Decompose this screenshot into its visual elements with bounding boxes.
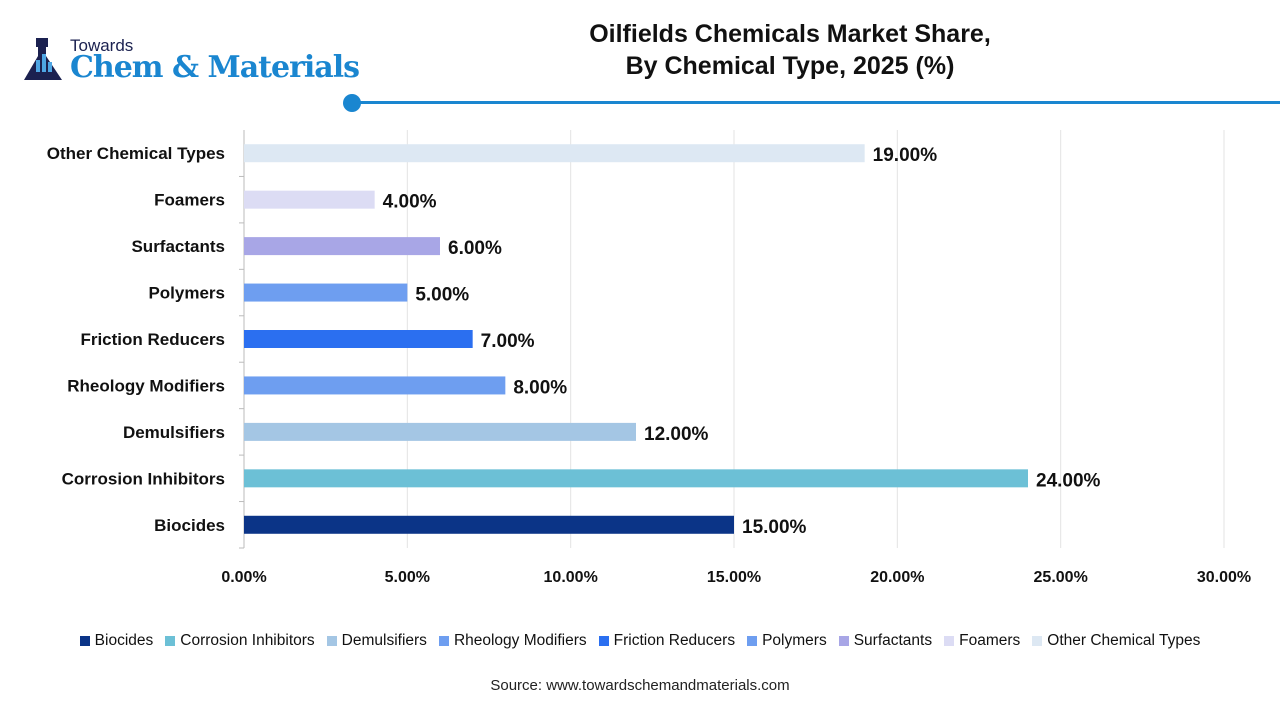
legend-label: Biocides <box>94 632 154 649</box>
legend-swatch <box>79 636 90 646</box>
legend-item: Rheology Modifiers <box>438 632 587 650</box>
logo-text-brand: Chem & Materials <box>70 50 360 85</box>
bar-polymers <box>244 283 408 302</box>
legend-swatch <box>944 636 955 646</box>
data-label: 5.00% <box>415 285 469 306</box>
x-tick-label: 15.00% <box>707 569 761 586</box>
bar-corrosion-inhibitors <box>244 469 1028 488</box>
legend-swatch <box>747 636 758 646</box>
data-label: 19.00% <box>873 145 938 166</box>
data-label: 7.00% <box>481 331 535 352</box>
legend-swatch <box>838 636 849 646</box>
chart-title: Oilfields Chemicals Market Share, By Che… <box>470 18 1110 82</box>
bar-surfactants <box>244 237 440 256</box>
legend-item: Corrosion Inhibitors <box>165 632 315 650</box>
data-label: 4.00% <box>383 192 437 213</box>
legend-label: Other Chemical Types <box>1047 632 1201 649</box>
y-tick-label: Corrosion Inhibitors <box>62 469 225 488</box>
x-tick-label: 30.00% <box>1197 569 1251 586</box>
legend-item: Demulsifiers <box>326 632 427 650</box>
source-text: Source: www.towardschemandmaterials.com <box>490 677 790 694</box>
legend-label: Demulsifiers <box>341 632 427 649</box>
data-label: 6.00% <box>448 238 502 259</box>
data-label: 12.00% <box>644 424 709 445</box>
logo-text-towards: Towards <box>70 36 134 55</box>
legend: Biocides Corrosion Inhibitors Demulsifiers… <box>0 632 1280 650</box>
legend-swatch <box>438 636 449 646</box>
legend-item: Other Chemical Types <box>1032 632 1200 650</box>
data-label: 15.00% <box>742 517 807 538</box>
legend-item: Friction Reducers <box>598 632 736 650</box>
legend-label: Polymers <box>762 632 827 649</box>
y-tick-label: Biocides <box>154 516 225 535</box>
x-tick-label: 20.00% <box>870 569 924 586</box>
bar-foamers <box>244 190 375 209</box>
bar-demulsifiers <box>244 422 636 441</box>
legend-item: Foamers <box>944 632 1020 650</box>
y-tick-label: Surfactants <box>131 237 225 256</box>
legend-swatch <box>598 636 609 646</box>
bar-rheology-modifiers <box>244 376 506 395</box>
legend-swatch <box>1032 636 1043 646</box>
x-tick-label: 25.00% <box>1034 569 1088 586</box>
y-tick-label: Friction Reducers <box>80 330 225 349</box>
legend-item: Surfactants <box>838 632 933 650</box>
bar-biocides <box>244 515 734 534</box>
flask-icon <box>24 38 62 80</box>
bar-other-chemical-types <box>244 144 865 163</box>
legend-swatch <box>165 636 176 646</box>
legend-label: Friction Reducers <box>613 632 736 649</box>
y-tick-label: Rheology Modifiers <box>67 376 225 395</box>
title-rule-dot <box>343 94 361 112</box>
y-tick-label: Foamers <box>154 191 225 210</box>
legend-swatch <box>326 636 337 646</box>
y-tick-label: Other Chemical Types <box>47 144 225 163</box>
legend-label: Rheology Modifiers <box>453 632 587 649</box>
legend-label: Surfactants <box>853 632 933 649</box>
data-label: 24.00% <box>1036 470 1101 491</box>
title-line-1: Oilfields Chemicals Market Share, <box>589 20 991 48</box>
title-line-2: By Chemical Type, 2025 (%) <box>625 52 955 80</box>
y-tick-label: Demulsifiers <box>123 423 225 442</box>
legend-label: Foamers <box>959 632 1021 649</box>
data-label: 8.00% <box>513 377 567 398</box>
bar-friction-reducers <box>244 330 473 348</box>
legend-item: Polymers <box>747 632 827 650</box>
legend-item: Biocides <box>79 632 154 650</box>
legend-label: Corrosion Inhibitors <box>180 632 315 649</box>
title-rule <box>352 101 1280 104</box>
y-tick-label: Polymers <box>148 284 225 303</box>
x-tick-label: 10.00% <box>544 569 598 586</box>
x-tick-label: 5.00% <box>385 569 430 586</box>
plot-area: 0.00% 5.00% 10.00% 15.00% 20.00% 25.00% 30.00%… <box>47 130 1251 586</box>
x-tick-label: 0.00% <box>221 569 266 586</box>
